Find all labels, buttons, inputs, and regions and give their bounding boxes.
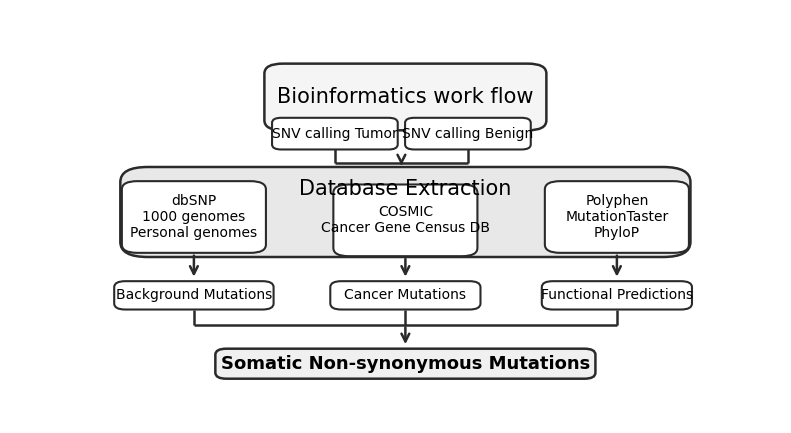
FancyBboxPatch shape — [272, 118, 398, 149]
FancyBboxPatch shape — [114, 281, 274, 310]
FancyBboxPatch shape — [542, 281, 692, 310]
Text: Database Extraction: Database Extraction — [299, 179, 512, 199]
Text: SNV calling Tumor: SNV calling Tumor — [272, 126, 398, 141]
FancyBboxPatch shape — [122, 181, 266, 253]
FancyBboxPatch shape — [264, 64, 547, 130]
Text: dbSNP
1000 genomes
Personal genomes: dbSNP 1000 genomes Personal genomes — [131, 194, 257, 240]
FancyBboxPatch shape — [215, 349, 596, 379]
FancyBboxPatch shape — [333, 184, 478, 256]
Text: Cancer Mutations: Cancer Mutations — [344, 288, 467, 302]
Text: Polyphen
MutationTaster
PhyloP: Polyphen MutationTaster PhyloP — [566, 194, 668, 240]
Text: Functional Predictions: Functional Predictions — [541, 288, 693, 302]
FancyBboxPatch shape — [405, 118, 531, 149]
FancyBboxPatch shape — [120, 167, 691, 257]
FancyBboxPatch shape — [545, 181, 689, 253]
Text: Background Mutations: Background Mutations — [115, 288, 272, 302]
Text: COSMIC
Cancer Gene Census DB: COSMIC Cancer Gene Census DB — [321, 205, 490, 236]
Text: SNV calling Benign: SNV calling Benign — [403, 126, 534, 141]
Text: Somatic Non-synonymous Mutations: Somatic Non-synonymous Mutations — [221, 355, 590, 373]
FancyBboxPatch shape — [331, 281, 480, 310]
Text: Bioinformatics work flow: Bioinformatics work flow — [277, 87, 534, 107]
